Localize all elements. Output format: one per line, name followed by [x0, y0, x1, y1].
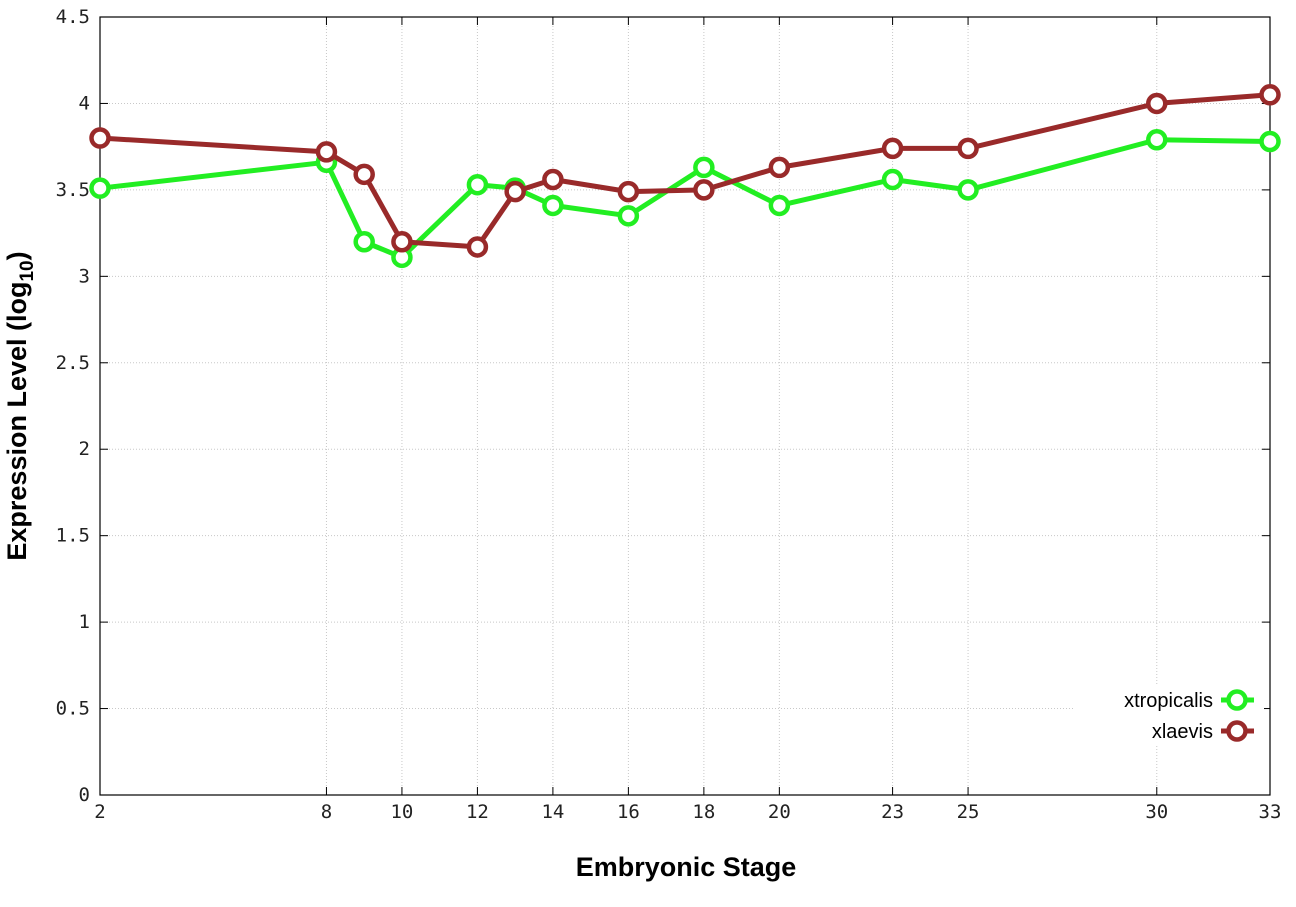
data-point-xtropicalis	[466, 173, 489, 196]
x-tick-label: 23	[881, 801, 904, 823]
y-tick-label: 2.5	[56, 352, 90, 374]
data-point-xlaevis	[504, 180, 526, 203]
series-line-xlaevis	[99, 92, 1271, 250]
x-tick-label: 10	[390, 801, 413, 823]
data-point-xlaevis	[542, 168, 564, 191]
plot-border	[99, 16, 1271, 796]
x-tick-label: 18	[692, 801, 715, 823]
legend-marker-xlaevis	[1226, 720, 1248, 742]
plot-frame	[99, 16, 1271, 796]
data-point-xlaevis	[957, 137, 979, 160]
x-tick-label: 25	[957, 801, 980, 823]
data-point-xlaevis	[353, 163, 375, 186]
y-axis-title-close: )	[2, 251, 32, 260]
data-point-xlaevis	[768, 156, 791, 179]
data-point-xtropicalis	[542, 194, 564, 217]
y-tick-label: 3.5	[56, 179, 90, 201]
data-point-xlaevis	[881, 137, 904, 160]
y-tick-label: 4.5	[56, 6, 90, 28]
grid-lines	[100, 17, 1270, 795]
legend-label-xtropicalis: xtropicalis	[1124, 690, 1213, 712]
x-tick-label: 16	[617, 801, 640, 823]
y-tick-label: 0.5	[56, 698, 90, 720]
data-point-xtropicalis	[957, 179, 979, 201]
data-point-xtropicalis	[353, 231, 375, 253]
legend: xtropicalis xlaevis	[1074, 685, 1264, 746]
y-tick-label: 3	[79, 265, 90, 287]
x-tick-label: 2	[94, 801, 105, 823]
x-tick-label: 8	[321, 801, 332, 823]
y-axis-title-main: Expression Level (log	[2, 282, 32, 561]
y-tick-label: 2	[79, 438, 90, 460]
data-point-xlaevis	[391, 231, 413, 253]
data-point-xtropicalis	[693, 156, 715, 179]
axis-ticks: 0 0.5 1 1.5 2 2.5 3 3.5 4 4.5 2 8 10 12 14 16 18 20 23 25 30…	[56, 6, 1282, 823]
y-tick-label: 1	[79, 611, 90, 633]
data-point-xtropicalis	[881, 168, 904, 191]
x-tick-label: 20	[768, 801, 791, 823]
data-point-xlaevis	[1259, 84, 1281, 106]
x-tick-label: 12	[466, 801, 489, 823]
data-point-xlaevis	[693, 179, 715, 201]
x-tick-label: 30	[1145, 801, 1168, 823]
y-tick-label: 1.5	[56, 525, 90, 547]
y-axis-title: Expression Level (log10)	[2, 251, 38, 560]
x-axis-title: Embryonic Stage	[576, 852, 797, 882]
data-point-xlaevis	[1146, 92, 1168, 115]
data-point-xtropicalis	[617, 205, 640, 227]
y-axis-title-subscript: 10	[17, 260, 38, 281]
data-point-xtropicalis	[1259, 130, 1281, 153]
legend-marker-xtropicalis	[1226, 689, 1248, 711]
data-point-xlaevis	[466, 236, 489, 258]
x-tick-label: 33	[1259, 801, 1282, 823]
series-lines	[89, 84, 1281, 269]
data-point-xtropicalis	[89, 177, 111, 199]
series-line-xtropicalis	[99, 137, 1271, 260]
x-tick-label: 14	[541, 801, 564, 823]
data-point-xtropicalis	[1146, 129, 1168, 151]
legend-label-xlaevis: xlaevis	[1152, 721, 1213, 743]
data-point-xlaevis	[617, 180, 640, 203]
data-point-xlaevis	[315, 141, 338, 163]
y-tick-label: 0	[79, 784, 90, 806]
y-tick-label: 4	[79, 92, 90, 114]
data-point-xtropicalis	[768, 194, 791, 217]
data-point-xlaevis	[89, 127, 111, 149]
